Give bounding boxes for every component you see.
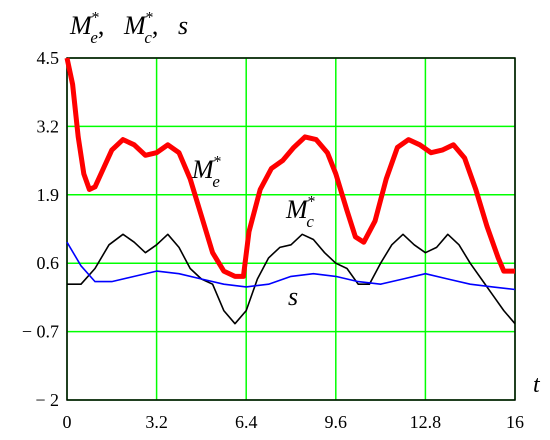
x-tick-label-2: 6.4 [235,412,258,432]
label-me: M* e [191,153,222,191]
label-s: s [288,282,298,311]
plot-frame [66,57,516,401]
x-tick-label-5: 16 [506,412,524,432]
y-tick-label-2: 0.6 [37,253,60,273]
y-tick-label-1: − 0.7 [22,322,59,342]
y-tick-label-4: 3.2 [37,116,60,136]
series-s [66,241,516,291]
series-mc [67,233,516,325]
x-tick-label-0: 0 [63,412,72,432]
y-tick-label-3: 1.9 [37,185,60,205]
y-axis-label-part-1: M* c, [123,9,158,47]
tick-labels: 0 3.2 6.4 9.6 12.8 16 − 2 − 0.7 0.6 1.9 3.2 4.5 [22,48,524,432]
x-tick-label-1: 3.2 [145,412,168,432]
labels: M* e, M* c, s t M* e M* c s [69,9,541,398]
y-axis-label-part-0: M* e, [69,9,104,47]
y-axis-label-part-2: s [178,11,188,40]
x-axis-label: t [533,372,541,398]
series-me [64,57,515,279]
y-tick-label-0: − 2 [35,390,59,410]
x-tick-label-3: 9.6 [325,412,348,432]
grid [66,57,516,401]
x-tick-label-4: 12.8 [410,412,442,432]
y-tick-label-5: 4.5 [37,48,60,68]
series-layer [64,57,516,325]
label-mc: M* c [285,193,316,231]
